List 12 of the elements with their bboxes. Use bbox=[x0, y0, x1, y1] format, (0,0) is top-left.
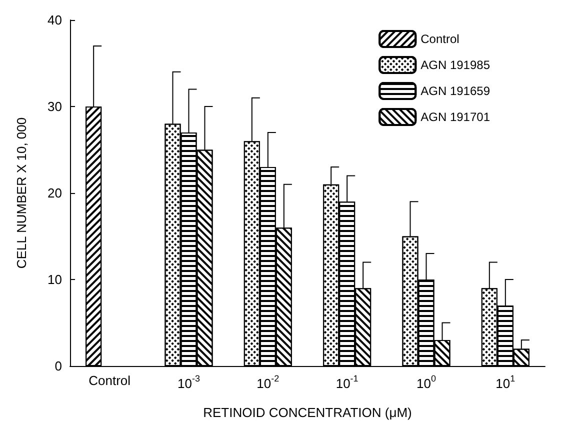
legend-label: AGN 191701 bbox=[420, 110, 490, 124]
x-tick-label: Control bbox=[88, 373, 131, 388]
legend-label: AGN 191985 bbox=[420, 58, 490, 72]
y-tick-label: 20 bbox=[48, 186, 62, 200]
y-tick-label: 40 bbox=[48, 12, 62, 28]
y-tick-label: 30 bbox=[48, 99, 62, 114]
y-tick-label: 0 bbox=[54, 358, 62, 374]
legend-label: AGN 191659 bbox=[420, 84, 490, 98]
x-axis-title: RETINOID CONCENTRATION (μM) bbox=[203, 405, 412, 420]
legend-label: Control bbox=[420, 32, 460, 46]
y-tick-label: 10 bbox=[48, 272, 62, 287]
y-axis-title: CELL NUMBER X 10, 000 bbox=[14, 117, 29, 269]
